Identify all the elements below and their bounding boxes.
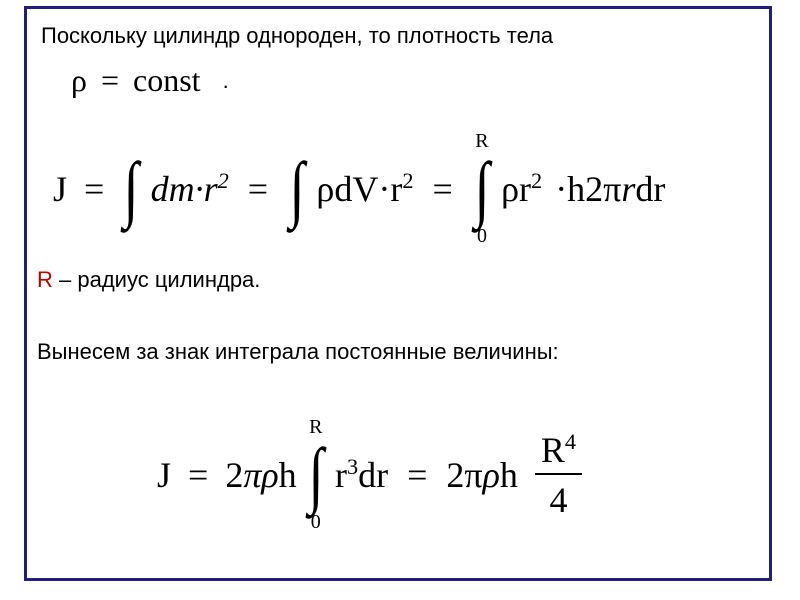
- eq1-eq3: =: [422, 168, 462, 210]
- eq1-t2-body: ρdV·r2: [316, 168, 413, 210]
- const-text: const: [133, 62, 201, 99]
- eq1-int3-lower: 0: [477, 225, 487, 248]
- eq1-lhs: J: [53, 168, 67, 210]
- r-label-r: R: [37, 267, 53, 292]
- eq-rho-const: ρ = const .: [71, 59, 229, 99]
- eq1-int3: R ∫ 0: [472, 152, 492, 226]
- eq2-frac: R4 4: [535, 429, 582, 521]
- eq2-int: R ∫ 0: [306, 438, 326, 512]
- eq1-int2: ∫: [287, 152, 307, 226]
- eq2-rho1: ρ: [261, 454, 278, 496]
- eq2-int-body: r3dr: [335, 454, 388, 496]
- eq2-post-coeff: 2π: [446, 454, 482, 496]
- eq1-t1-body: dm·r2: [151, 168, 229, 210]
- factor-out-text: Вынесем за знак интеграла постоянные вел…: [37, 339, 559, 365]
- rho-symbol: ρ: [71, 62, 87, 99]
- eq2-int-lower: 0: [311, 511, 321, 534]
- eq2-pi1: π: [243, 454, 261, 496]
- eq2-lhs: J: [157, 454, 171, 496]
- r-label: R – радиус цилиндра.: [37, 267, 260, 293]
- eq2-frac-num: R4: [535, 429, 582, 475]
- eq1-eq1: =: [76, 168, 112, 210]
- equation-2: J = 2πρh R ∫ 0 r3dr = 2πρh R4 4: [157, 429, 582, 521]
- eq2-rho2: ρ: [483, 454, 500, 496]
- rho-trail-dot: .: [209, 68, 229, 94]
- slide-content: Поскольку цилиндр однороден, то плотност…: [27, 9, 769, 578]
- eq1-t3-tail: ·h2πrdr: [551, 168, 665, 210]
- eq1-t3-body: ρr2: [501, 168, 542, 210]
- equation-1: J = ∫ dm·r2 = ∫ ρdV·r2 = R ∫ 0 ρr2 ·h2πr…: [53, 152, 665, 226]
- slide-frame: Поскольку цилиндр однороден, то плотност…: [24, 6, 772, 581]
- eq2-h2: h: [500, 454, 518, 496]
- intro-text: Поскольку цилиндр однороден, то плотност…: [41, 23, 553, 49]
- eq2-h1: h: [279, 454, 297, 496]
- eq2-eq1: =: [180, 454, 216, 496]
- eq2-eq2: =: [397, 454, 437, 496]
- eq2-frac-den: 4: [535, 475, 582, 521]
- eq1-eq2: =: [238, 168, 278, 210]
- eq2-pre: 2: [225, 454, 243, 496]
- eq1-int1: ∫: [121, 152, 141, 226]
- equals-sign: =: [95, 62, 125, 99]
- r-label-rest: – радиус цилиндра.: [53, 267, 261, 292]
